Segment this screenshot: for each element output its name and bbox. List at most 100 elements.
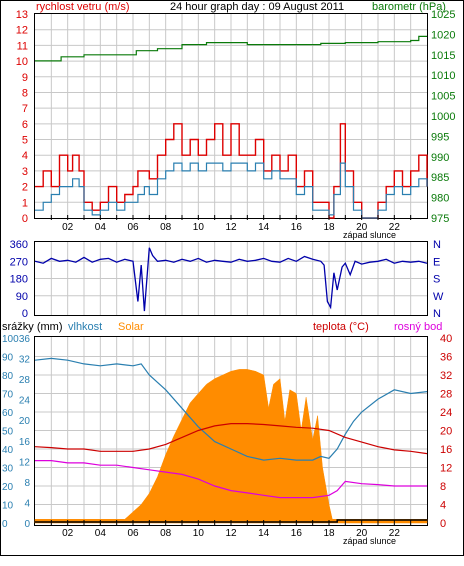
pressure-tick-label: 985 xyxy=(431,172,449,184)
wind-tick-label: 6 xyxy=(22,119,28,131)
x-tick-label: 18 xyxy=(323,528,335,539)
temperature-tick-label: 36 xyxy=(440,352,452,364)
temperature-axis-label: teplota (°C) xyxy=(313,321,369,333)
series-humidity-line xyxy=(34,357,428,461)
rain-tick-label: 10 xyxy=(2,501,14,512)
direction-degree-label: 180 xyxy=(10,274,28,286)
wind-tick-label: 2 xyxy=(22,182,28,194)
x-tick-label: 06 xyxy=(127,222,139,233)
direction-degree-ticks: 0 90 180 270 360 xyxy=(10,239,28,320)
direction-compass-label: W xyxy=(433,291,444,303)
series-gust-line xyxy=(35,123,428,219)
temperature-tick-label: 28 xyxy=(440,389,452,401)
temperature-tick-label: 4 xyxy=(440,500,446,512)
humidity-tick-label: 24 xyxy=(19,396,31,407)
wind-tick-label: 10 xyxy=(16,56,28,68)
pressure-tick-label: 1020 xyxy=(431,29,455,41)
x-tick-label: 22 xyxy=(389,528,401,539)
rain-tick-label: 100 xyxy=(2,334,19,345)
page-title: 24 hour graph day : 09 August 2011 xyxy=(170,1,344,13)
series-solar-area xyxy=(34,369,428,524)
x-tick-label: 08 xyxy=(160,222,172,233)
humidity-tick-label: 8 xyxy=(24,478,30,489)
rain-tick-label: 30 xyxy=(2,464,14,475)
direction-compass-label: N xyxy=(433,239,441,251)
humidity-tick-label: 32 xyxy=(19,355,31,366)
series-pressure-line xyxy=(35,35,427,62)
temperature-tick-label: 16 xyxy=(440,444,452,456)
temperature-tick-label: 20 xyxy=(440,426,452,438)
pressure-tick-label: 1000 xyxy=(431,111,455,123)
rain-tick-label: 60 xyxy=(2,408,14,419)
wind-tick-label: 12 xyxy=(16,25,28,37)
rain-axis-label: srážky (mm) xyxy=(2,321,63,333)
sunset-label-2: západ slunce xyxy=(343,536,396,546)
wind-tick-label: 9 xyxy=(22,72,28,84)
humidity-axis-label: vlhkost xyxy=(68,321,102,333)
x-tick-label: 10 xyxy=(193,222,205,233)
x-tick-label: 08 xyxy=(160,528,172,539)
x-tick-label: 18 xyxy=(323,222,335,233)
humidity-tick-label: 4 xyxy=(24,498,30,509)
rain-tick-label: 90 xyxy=(2,353,14,364)
rain-tick-label: 0 xyxy=(2,519,8,530)
wind-tick-label: 3 xyxy=(22,166,28,178)
pressure-y-ticks: 975 980 985 990 995 1000 1005 1010 1015 1020 1025 xyxy=(431,9,455,225)
direction-panel-frame xyxy=(34,241,428,316)
sunset-label: západ slunce xyxy=(343,230,396,240)
humidity-tick-label: 0 xyxy=(24,519,30,530)
direction-series xyxy=(34,247,428,312)
climate-series xyxy=(34,357,428,524)
temperature-tick-label: 24 xyxy=(440,407,452,419)
pressure-tick-label: 990 xyxy=(431,152,449,164)
wind-tick-label: 1 xyxy=(22,197,28,209)
humidity-tick-label: 20 xyxy=(19,416,31,427)
wind-tick-label: 7 xyxy=(22,103,28,115)
pressure-tick-label: 1025 xyxy=(431,9,455,21)
series-temperature-line xyxy=(34,423,428,455)
direction-compass-label: N xyxy=(433,308,441,320)
humidity-tick-label: 36 xyxy=(19,334,31,345)
x-tick-label: 14 xyxy=(258,222,270,233)
series-dewpoint-line xyxy=(35,460,427,499)
pressure-tick-label: 995 xyxy=(431,131,449,143)
x-tick-label: 12 xyxy=(225,222,237,233)
series-direction-line xyxy=(34,247,428,312)
temperature-tick-label: 40 xyxy=(440,333,452,345)
rain-tick-label: 70 xyxy=(2,390,14,401)
pressure-axis-label: barometr (hPa) xyxy=(372,1,446,13)
direction-compass-label: E xyxy=(433,256,440,268)
wind-tick-label: 5 xyxy=(22,135,28,147)
temperature-tick-label: 8 xyxy=(440,481,446,493)
x-tick-label: 22 xyxy=(389,222,401,233)
x-tick-label: 04 xyxy=(95,528,107,539)
series-average-line xyxy=(35,162,428,219)
series-rain-line xyxy=(35,519,427,523)
temperature-tick-label: 0 xyxy=(440,518,446,530)
pressure-tick-label: 980 xyxy=(431,193,449,205)
x-tick-label: 10 xyxy=(193,528,205,539)
rain-tick-label: 80 xyxy=(2,371,14,382)
pressure-tick-label: 1005 xyxy=(431,91,455,103)
direction-degree-label: 270 xyxy=(10,256,28,268)
x-tick-label: 16 xyxy=(291,528,303,539)
wind-tick-label: 11 xyxy=(17,40,28,52)
temperature-tick-label: 32 xyxy=(440,370,452,382)
wind-tick-label: 4 xyxy=(22,150,28,162)
wind-x-ticks: 02 04 06 08 10 12 14 16 18 20 22 xyxy=(50,215,412,233)
x-tick-label: 02 xyxy=(62,528,74,539)
rain-y-ticks: 0 10 20 30 40 50 60 70 80 90 100 xyxy=(2,334,19,530)
pressure-tick-label: 1010 xyxy=(431,70,455,82)
climate-panel-frame xyxy=(34,336,428,526)
humidity-tick-label: 12 xyxy=(19,457,31,468)
direction-grid xyxy=(35,242,427,315)
humidity-tick-label: 28 xyxy=(19,375,31,386)
x-tick-label: 14 xyxy=(258,528,270,539)
pressure-tick-label: 1015 xyxy=(431,50,455,62)
x-tick-label: 20 xyxy=(356,222,368,233)
rain-tick-label: 50 xyxy=(2,427,14,438)
solar-axis-label: Solar xyxy=(118,321,144,333)
